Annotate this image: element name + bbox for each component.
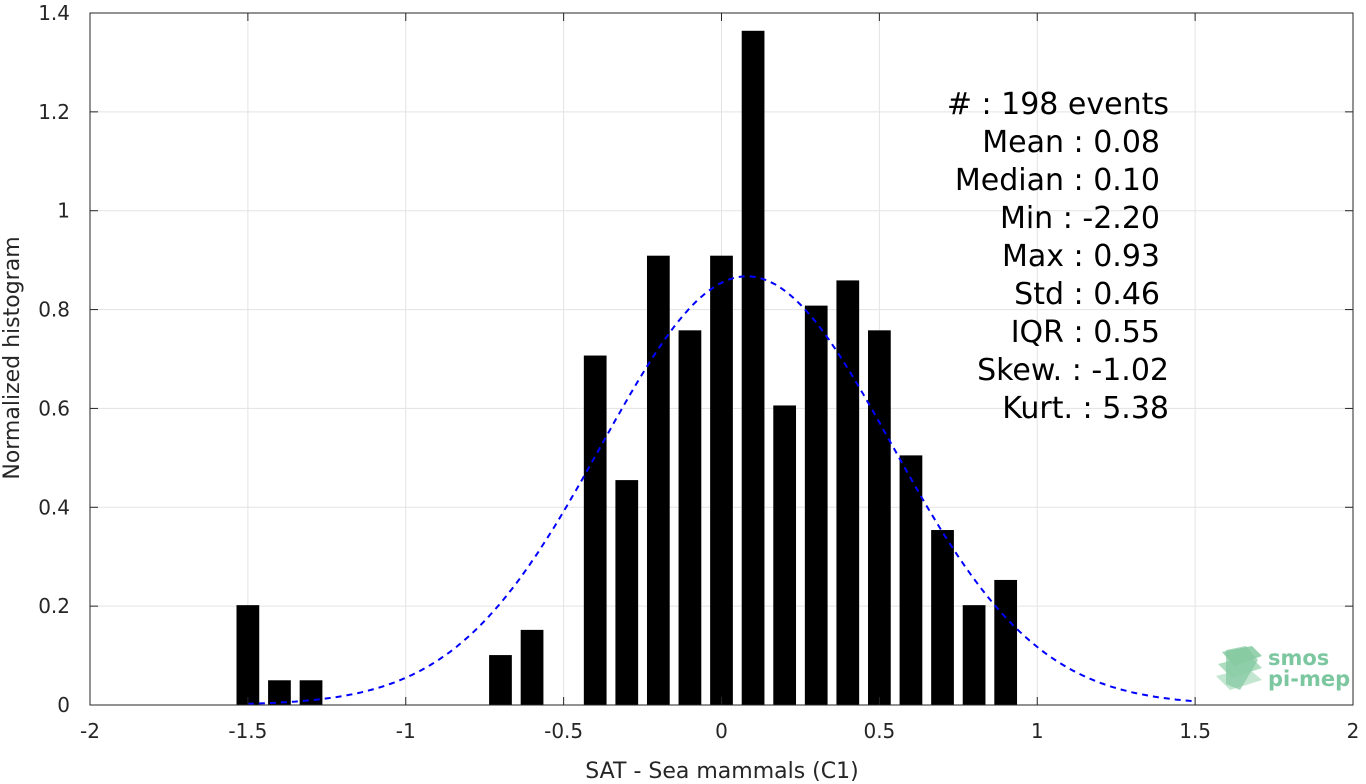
x-tick-label-5: 0.5 — [863, 719, 895, 743]
histogram-bar-16 — [931, 530, 954, 705]
histogram-bar-9 — [710, 255, 733, 706]
x-tick-label-2: -1 — [396, 719, 416, 743]
axis-ticks: -2 -1.5 -1 -0.5 0 0.5 1 1.5 2 0 0.2 0.4 0.6 0.8 1 1.2 1.… — [38, 1, 1359, 743]
stat-mean: Mean : 0.08 — [982, 125, 1160, 160]
histogram-bar-6 — [615, 480, 639, 705]
x-tick-label-3: -0.5 — [544, 719, 583, 743]
smos-pimep-logo: smos pi-mep — [1216, 646, 1350, 691]
histogram-bar-11 — [773, 405, 797, 705]
logo-text-pimep: pi-mep — [1268, 667, 1350, 691]
histogram-bar-0 — [236, 605, 260, 705]
statistics-annotation: # : 198 events Mean : 0.08 Median : 0.10… — [947, 87, 1169, 426]
logo-layers-icon — [1216, 646, 1262, 690]
y-tick-label-2: 0.4 — [38, 495, 70, 519]
histogram-bar-13 — [836, 280, 860, 705]
stat-median: Median : 0.10 — [955, 163, 1160, 198]
stat-std: Std : 0.46 — [1014, 277, 1160, 312]
y-tick-label-5: 1 — [57, 199, 70, 223]
histogram-bar-1 — [268, 680, 291, 705]
stat-min: Min : -2.20 — [1000, 201, 1160, 236]
histogram-bar-8 — [678, 330, 702, 705]
stat-kurt: Kurt. : 5.38 — [1002, 391, 1169, 426]
x-tick-label-1: -1.5 — [228, 719, 267, 743]
histogram-bar-14 — [868, 330, 891, 705]
stat-skew: Skew. : -1.02 — [977, 353, 1169, 388]
y-axis-label: Normalized histogram — [0, 236, 25, 479]
y-tick-label-0: 0 — [57, 693, 70, 717]
x-tick-label-4: 0 — [715, 719, 728, 743]
histogram-bar-3 — [489, 655, 512, 705]
histogram-bar-12 — [804, 305, 828, 705]
histogram-bar-7 — [646, 255, 670, 706]
y-tick-label-1: 0.2 — [38, 594, 70, 618]
stat-events: # : 198 events — [947, 87, 1169, 122]
histogram-bar-17 — [962, 605, 986, 705]
histogram-bar-18 — [994, 579, 1018, 705]
x-axis-label: SAT - Sea mammals (C1) — [585, 759, 858, 784]
logo-text-smos: smos — [1268, 646, 1329, 670]
stat-max: Max : 0.93 — [1002, 239, 1160, 274]
histogram-bar-5 — [583, 355, 607, 705]
x-tick-label-0: -2 — [80, 719, 100, 743]
y-tick-label-7: 1.4 — [38, 1, 70, 25]
x-tick-label-8: 2 — [1347, 719, 1360, 743]
histogram-bar-15 — [899, 455, 923, 705]
stat-iqr: IQR : 0.55 — [1011, 315, 1160, 350]
histogram-bar-4 — [520, 629, 544, 705]
histogram-bar-10 — [741, 30, 765, 705]
y-tick-label-6: 1.2 — [38, 100, 70, 124]
y-tick-label-3: 0.6 — [38, 396, 70, 420]
bars — [236, 30, 1018, 706]
y-tick-label-4: 0.8 — [38, 298, 70, 322]
x-tick-label-7: 1.5 — [1179, 719, 1211, 743]
x-tick-label-6: 1 — [1031, 719, 1044, 743]
gaussian-fit-curve — [247, 275, 1196, 705]
